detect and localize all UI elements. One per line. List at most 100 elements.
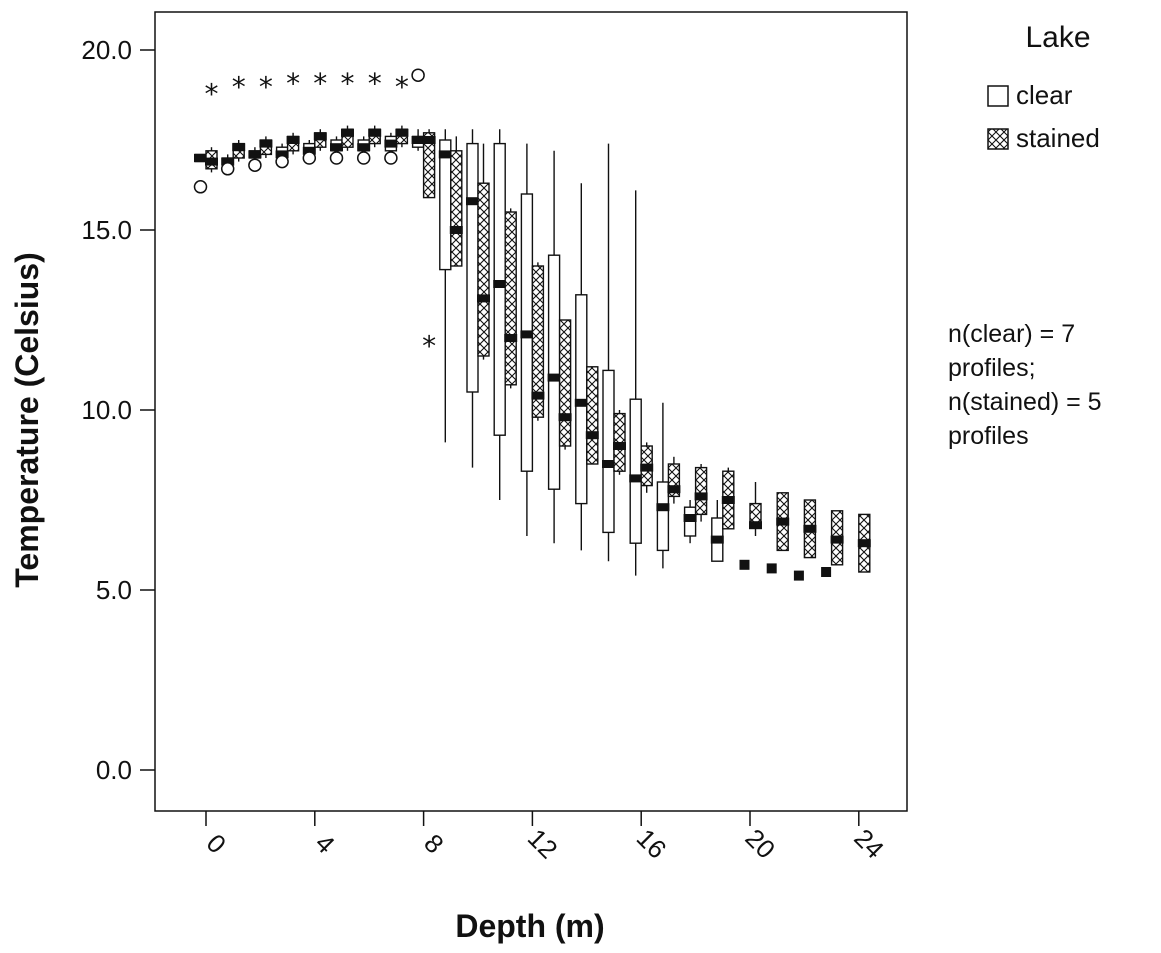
median-mark xyxy=(368,128,382,137)
box-stained xyxy=(477,143,490,360)
box-body xyxy=(422,132,436,199)
box-body xyxy=(694,466,708,516)
outlier-square xyxy=(739,559,750,570)
median-mark xyxy=(857,539,871,548)
median-mark xyxy=(776,517,790,526)
x-axis: 0 4 8 12 16 20 24 xyxy=(201,811,890,864)
median-mark xyxy=(259,139,273,148)
box-body xyxy=(477,182,490,357)
chart-marks xyxy=(194,125,871,576)
legend: Lake clear stained xyxy=(987,21,1100,153)
box-stained xyxy=(205,147,218,173)
outlier-circle xyxy=(275,154,289,169)
note-line-2: profiles; xyxy=(948,354,1036,382)
y-tick-label: 15.0 xyxy=(81,215,132,245)
legend-label-stained: stained xyxy=(1016,123,1100,153)
median-mark xyxy=(422,136,436,144)
median-mark xyxy=(683,514,697,522)
median-mark xyxy=(803,524,817,533)
median-mark xyxy=(205,157,218,166)
y-tick-label: 0.0 xyxy=(96,755,132,785)
box-body xyxy=(602,369,615,534)
median-mark xyxy=(221,157,235,166)
outlier-circle xyxy=(356,151,371,165)
box-stained xyxy=(286,132,300,155)
outlier-star: * xyxy=(205,78,219,111)
box-body xyxy=(667,463,681,498)
median-mark xyxy=(585,431,599,440)
median-mark xyxy=(466,197,479,206)
median-mark xyxy=(357,143,371,152)
box-stained xyxy=(368,125,382,148)
y-axis: 0.0 5.0 10.0 15.0 20.0 xyxy=(81,35,155,785)
outlier-star: * xyxy=(259,70,273,103)
box-stained xyxy=(422,129,436,199)
box-body xyxy=(493,142,506,436)
outlier-circle xyxy=(329,151,344,165)
box-stained xyxy=(449,136,463,267)
outlier-star: * xyxy=(313,67,327,100)
median-mark xyxy=(694,492,708,501)
median-mark xyxy=(384,139,398,148)
outlier-star: * xyxy=(341,67,355,100)
box-body xyxy=(586,366,599,465)
median-mark xyxy=(477,294,490,303)
median-mark xyxy=(341,128,354,137)
box-clear xyxy=(656,402,670,569)
legend-label-clear: clear xyxy=(1016,80,1073,110)
y-axis-title: Temperature (Celsius) xyxy=(9,252,45,588)
box-stained xyxy=(313,129,327,151)
x-tick-label: 24 xyxy=(848,823,890,865)
median-mark xyxy=(395,128,409,137)
box-stained xyxy=(585,366,599,465)
legend-swatch-clear xyxy=(987,85,1009,107)
note-line-1: n(clear) = 7 xyxy=(948,320,1075,348)
median-mark xyxy=(286,136,300,144)
median-mark xyxy=(313,132,327,141)
box-stained xyxy=(504,208,518,389)
box-stained xyxy=(857,513,871,573)
outlier-star: * xyxy=(395,70,409,103)
median-mark xyxy=(449,226,463,234)
median-mark xyxy=(721,496,735,504)
outlier-circle xyxy=(193,180,208,194)
median-mark xyxy=(613,442,626,450)
box-body xyxy=(531,265,545,418)
box-body xyxy=(504,211,517,386)
x-axis-title: Depth (m) xyxy=(455,908,604,944)
box-body xyxy=(558,319,572,447)
median-mark xyxy=(330,143,343,152)
y-tick-label: 10.0 xyxy=(81,395,132,425)
outlier-square xyxy=(821,567,832,577)
median-mark xyxy=(629,474,643,483)
box-stained xyxy=(749,482,762,536)
legend-title: Lake xyxy=(1025,21,1090,54)
median-mark xyxy=(232,143,246,152)
median-mark xyxy=(710,535,724,544)
median-mark xyxy=(574,398,588,407)
box-stained xyxy=(640,442,654,493)
box-stained xyxy=(721,467,735,530)
median-mark xyxy=(520,330,534,339)
median-mark xyxy=(275,150,289,159)
chart-outliers: * * * * * * * * * xyxy=(193,67,832,581)
median-mark xyxy=(531,391,545,400)
median-mark xyxy=(302,146,316,155)
outlier-circle xyxy=(248,158,262,172)
note-line-4: profiles xyxy=(948,422,1029,450)
box-clear xyxy=(683,500,697,544)
box-stained xyxy=(558,319,572,450)
box-stained xyxy=(341,125,354,151)
box-stained xyxy=(395,125,409,148)
box-stained xyxy=(232,140,246,162)
median-mark xyxy=(656,503,670,512)
box-stained xyxy=(776,492,790,552)
median-mark xyxy=(547,373,561,382)
box-body xyxy=(547,254,561,490)
sample-size-note: n(clear) = 7 profiles; n(stained) = 5 pr… xyxy=(948,320,1102,450)
outlier-star: * xyxy=(368,67,382,100)
box-body xyxy=(439,139,452,271)
box-stained xyxy=(694,464,708,522)
box-clear xyxy=(221,154,235,166)
